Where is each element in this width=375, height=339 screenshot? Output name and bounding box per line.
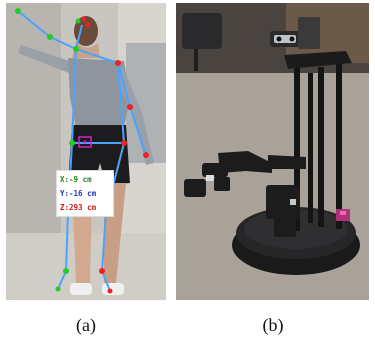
caption-a: (a) (76, 315, 96, 335)
robot-photo-panel (176, 3, 369, 300)
readout-z: Z:293 cm (60, 203, 97, 212)
center-marker (78, 136, 92, 148)
position-readout: X:-9 cm Y:-16 cm Z:293 cm (56, 170, 114, 217)
pose-skeleton (17, 10, 147, 292)
readout-y: Y:-16 cm (60, 189, 97, 198)
caption-b: (b) (262, 315, 284, 335)
pose-photo-panel: X:-9 cm Y:-16 cm Z:293 cm (6, 3, 166, 300)
pose-photo (6, 3, 166, 300)
robot-photo (176, 3, 369, 300)
readout-x: X:-9 cm (60, 175, 92, 184)
